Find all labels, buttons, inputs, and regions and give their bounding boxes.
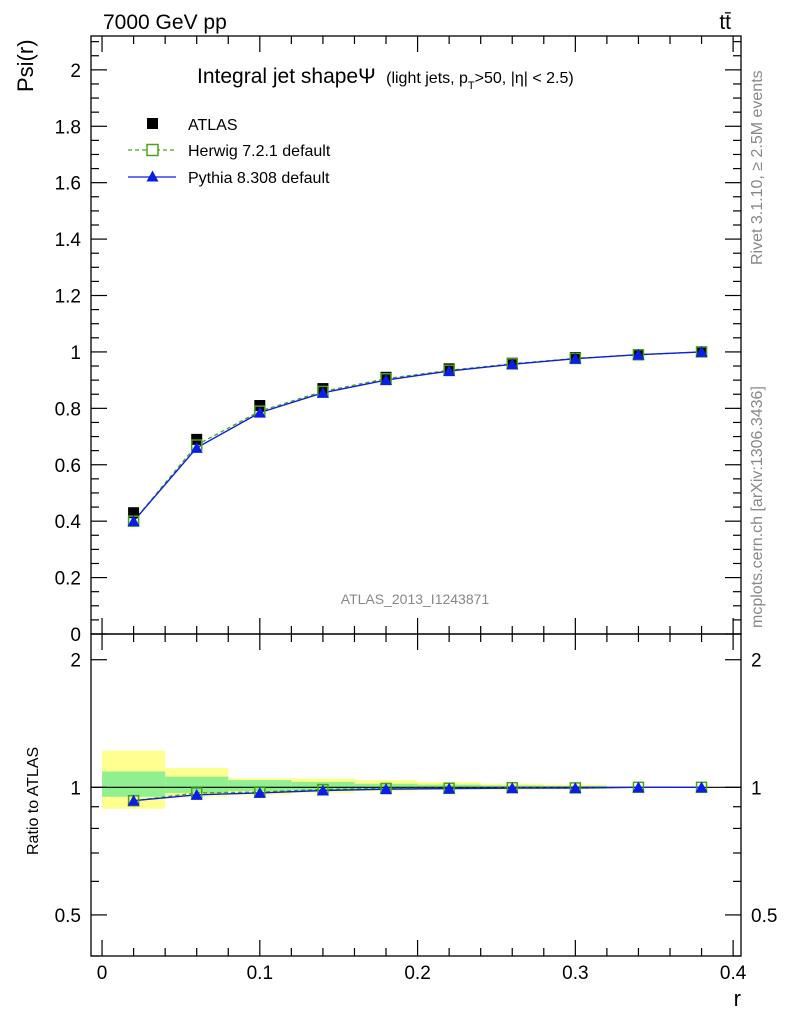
main-y-tick-label: 1.8: [55, 117, 81, 138]
x-tick-label: 0.3: [562, 963, 588, 984]
x-tick-label: 0.1: [247, 963, 273, 984]
rivet-label: Rivet 3.1.10, ≥ 2.5M events: [749, 70, 766, 265]
mcplots-label: mcplots.cern.ch [arXiv:1306.3436]: [749, 386, 766, 628]
ratio-pythia-point: [190, 788, 203, 800]
pythia-line: [133, 351, 702, 522]
x-tick-label: 0.2: [404, 963, 430, 984]
ratio-frame: [90, 633, 742, 957]
legend-pythia-marker: [146, 170, 159, 182]
ratio-pythia-point: [569, 782, 582, 794]
chart-title-sub: (light jets, p: [386, 70, 468, 87]
legend-herwig-marker: [146, 143, 159, 157]
main-y-tick-label: 1: [70, 343, 81, 364]
x-tick-label: 0: [97, 963, 108, 984]
ratio-band-inner: [165, 776, 229, 793]
ratio-ticks: [91, 634, 741, 957]
pythia-point: [443, 365, 456, 377]
ratio-y-tick-labels: 0.5 0.5 1 1 2 2: [55, 651, 778, 927]
legend: ATLAS Herwig 7.2.1 default Pythia 8.308 …: [128, 117, 331, 187]
main-y-tick-label: 0.2: [55, 569, 81, 590]
ratio-pythia-line: [133, 786, 702, 802]
energy-label: 7000 GeV pp: [103, 11, 227, 34]
ratio-pythia-point: [632, 781, 645, 793]
ratio-y-tick-label: 0.5: [55, 906, 81, 927]
main-series: [127, 345, 708, 527]
watermark: ATLAS_2013_I1243871: [341, 591, 490, 607]
ratio-series: [127, 781, 708, 807]
main-y-tick-label: 0.4: [55, 512, 82, 533]
legend-herwig-label: Herwig 7.2.1 default: [188, 143, 331, 160]
ratio-pythia-point: [380, 783, 393, 795]
main-y-tick-label: 0.6: [55, 456, 81, 477]
main-y-tick-label: 1.2: [55, 287, 81, 308]
pythia-point: [632, 348, 645, 360]
ratio-pythia-point: [506, 782, 519, 794]
pythia-point: [380, 374, 393, 386]
ratio-band-inner: [228, 780, 292, 792]
ratio-band-inner: [102, 771, 166, 797]
pythia-point: [569, 352, 582, 364]
pythia-point: [190, 441, 203, 453]
chart-title-sub-T: T: [468, 80, 475, 92]
pythia-point: [127, 515, 140, 527]
chart-title: Integral jet shapeΨ (light jets, pT>50, …: [197, 65, 574, 92]
ratio-y-tick-label-right: 2: [751, 651, 762, 672]
main-ticks: [91, 36, 741, 635]
ratio-pythia-point: [316, 784, 329, 796]
legend-atlas-label: ATLAS: [188, 117, 238, 134]
legend-atlas-marker: [147, 118, 158, 129]
ratio-x-tick-labels: 0 0.1 0.2 0.3 0.4: [97, 963, 747, 984]
ratio-pythia-point: [253, 786, 266, 798]
process-label: tt̄: [719, 11, 731, 34]
atlas-point: [128, 507, 140, 519]
ratio-y-tick-label: 2: [70, 651, 81, 672]
main-y-tick-labels: 0 0.2 0.4 0.6 0.8 1 1.2 1.4 1.6 1.8 2: [55, 61, 82, 646]
legend-pythia-label: Pythia 8.308 default: [188, 170, 330, 187]
pythia-point: [506, 358, 519, 370]
main-y-tick-label: 2: [70, 61, 81, 82]
main-y-tick-label: 1.4: [55, 230, 82, 251]
x-axis-label: r: [734, 986, 741, 1011]
ratio-y-tick-label-right: 0.5: [751, 906, 777, 927]
ratio-pythia-point: [695, 781, 708, 793]
ratio-panel: 0.5 0.51 12 2 0 0.1 0.2 0.3 0.4 Ratio to ATLAS …: [25, 633, 778, 1011]
chart-title-sub-rest: >50, |η| < 2.5): [475, 70, 574, 87]
pythia-point: [253, 406, 266, 418]
ratio-y-tick-label-right: 1: [751, 778, 762, 799]
ratio-y-axis-label: Ratio to ATLAS: [25, 747, 42, 855]
ratio-pythia-point: [443, 782, 456, 794]
ratio-bands: [91, 750, 741, 809]
main-y-tick-label: 1.6: [55, 174, 81, 195]
chart-title-main: Integral jet shapeΨ: [197, 65, 376, 88]
herwig-line: [133, 351, 702, 522]
main-y-axis-label: Psi(r): [13, 39, 38, 92]
main-y-tick-label: 0.8: [55, 399, 81, 420]
pythia-point: [695, 345, 708, 357]
main-panel: 0 0.2 0.4 0.6 0.8 1 1.2 1.4 1.6 1.8 2 Psi(r) Integ…: [13, 35, 742, 646]
pythia-point: [316, 386, 329, 398]
x-tick-label: 0.4: [720, 963, 747, 984]
ratio-y-tick-label: 1: [70, 778, 81, 799]
main-y-tick-label: 0: [70, 625, 81, 646]
ratio-pythia-point: [127, 794, 140, 806]
